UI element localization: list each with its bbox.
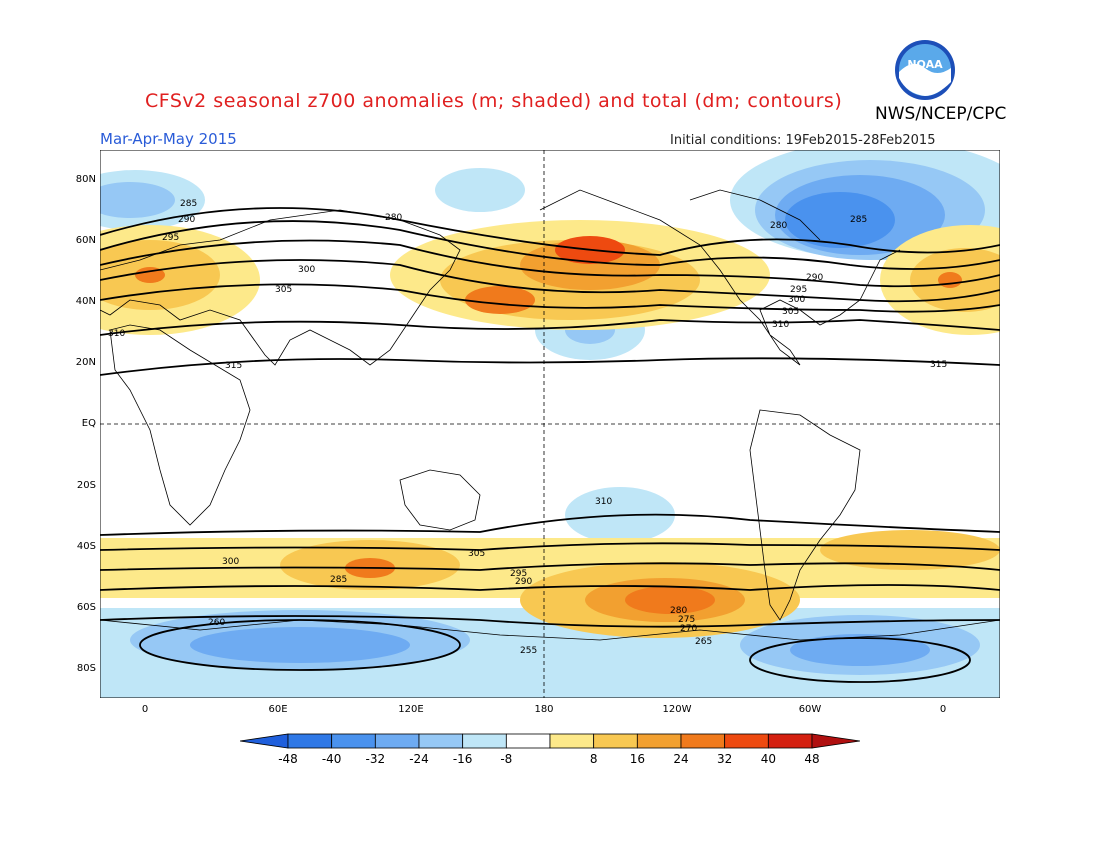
colorbar-segment [505, 733, 551, 749]
contour-label: 305 [782, 307, 799, 317]
lat-label: 60N [75, 235, 96, 246]
contour-label: 315 [930, 360, 947, 370]
contour-label: 310 [108, 329, 125, 339]
colorbar-min-arrow [240, 733, 289, 749]
contour-label: 275 [678, 615, 695, 625]
colorbar-label: -8 [500, 752, 513, 766]
colorbar-segment [287, 733, 333, 749]
colorbar-segment [418, 733, 464, 749]
contour-labels: 285 290 295 300 305 310 315 280 280 285 … [108, 199, 947, 656]
logo-text: NOAA [907, 58, 943, 71]
contour-label: 290 [806, 273, 823, 283]
colorbar [240, 733, 860, 749]
contour-label: 300 [222, 557, 239, 567]
colorbar-segment [767, 733, 813, 749]
contour-label: 260 [208, 618, 225, 628]
contour-label: 280 [385, 213, 402, 223]
contour-label: 290 [515, 577, 532, 587]
contour-label: 285 [850, 215, 867, 225]
lon-label: 60W [798, 704, 822, 715]
contour-label: 280 [670, 606, 687, 616]
organization-label: NWS/NCEP/CPC [875, 104, 1007, 124]
contour-label: 255 [520, 646, 537, 656]
contour-label: 305 [468, 549, 485, 559]
colorbar-segment [374, 733, 420, 749]
colorbar-segment [636, 733, 682, 749]
lon-label: 120W [662, 704, 692, 715]
lon-label: 0 [141, 704, 149, 715]
lat-label: 20S [76, 480, 96, 491]
contour-label: 265 [695, 637, 712, 647]
season-label: Mar-Apr-May 2015 [100, 130, 237, 148]
colorbar-segment [724, 733, 769, 749]
colorbar-label: 40 [760, 752, 776, 766]
height-contours [100, 207, 1000, 683]
lat-label: 40S [76, 541, 96, 552]
contour-label: 295 [510, 569, 527, 579]
lat-label: 40N [75, 296, 96, 307]
colorbar-label: -48 [278, 752, 298, 766]
contour-label: 285 [180, 199, 197, 209]
contour-label: 290 [178, 215, 195, 225]
colorbar-segment [462, 733, 507, 749]
colorbar-label: -16 [452, 752, 473, 766]
colorbar-label: 48 [804, 752, 820, 766]
colorbar-max-arrow [811, 733, 860, 749]
contour-label: 300 [788, 295, 805, 305]
contour-label: 310 [595, 497, 612, 507]
lon-label: 120E [398, 704, 424, 715]
lat-label: 60S [76, 602, 96, 613]
contour-label: 305 [275, 285, 292, 295]
negative-anomaly-shading [100, 150, 1000, 698]
colorbar-label: -24 [409, 752, 429, 766]
colorbar-label: -32 [365, 752, 386, 766]
initial-conditions-label: Initial conditions: 19Feb2015-28Feb2015 [670, 133, 936, 148]
lon-label: 60E [268, 704, 288, 715]
contour-label: 310 [772, 320, 789, 330]
colorbar-label: 24 [673, 752, 689, 766]
lat-label: 80S [76, 663, 96, 674]
contour-label: 280 [770, 221, 787, 231]
lat-label: 20N [75, 357, 96, 368]
noaa-logo: NOAA [893, 38, 957, 106]
colorbar-segment [680, 733, 726, 749]
contour-label: 295 [162, 233, 179, 243]
contour-label: 270 [680, 624, 697, 634]
contour-label: 300 [298, 265, 315, 275]
lon-label: 0 [939, 704, 947, 715]
colorbar-label: 32 [717, 752, 733, 766]
colorbar-label: 8 [589, 752, 598, 766]
colorbar-segment [593, 733, 638, 749]
lat-label: EQ [81, 418, 96, 429]
lat-label: 80N [75, 174, 96, 185]
lon-label: 180 [534, 704, 554, 715]
chart-title: CFSv2 seasonal z700 anomalies (m; shaded… [145, 90, 843, 112]
colorbar-label: -40 [321, 752, 342, 766]
colorbar-segment [549, 733, 595, 749]
reference-lines [100, 150, 1000, 698]
colorbar-label: 16 [629, 752, 645, 766]
contour-label: 285 [330, 575, 347, 585]
colorbar-segment [331, 733, 376, 749]
anomaly-map: 285 290 295 300 305 310 315 280 280 285 … [100, 150, 1000, 698]
contour-label: 315 [225, 361, 242, 371]
contour-label: 295 [790, 285, 807, 295]
